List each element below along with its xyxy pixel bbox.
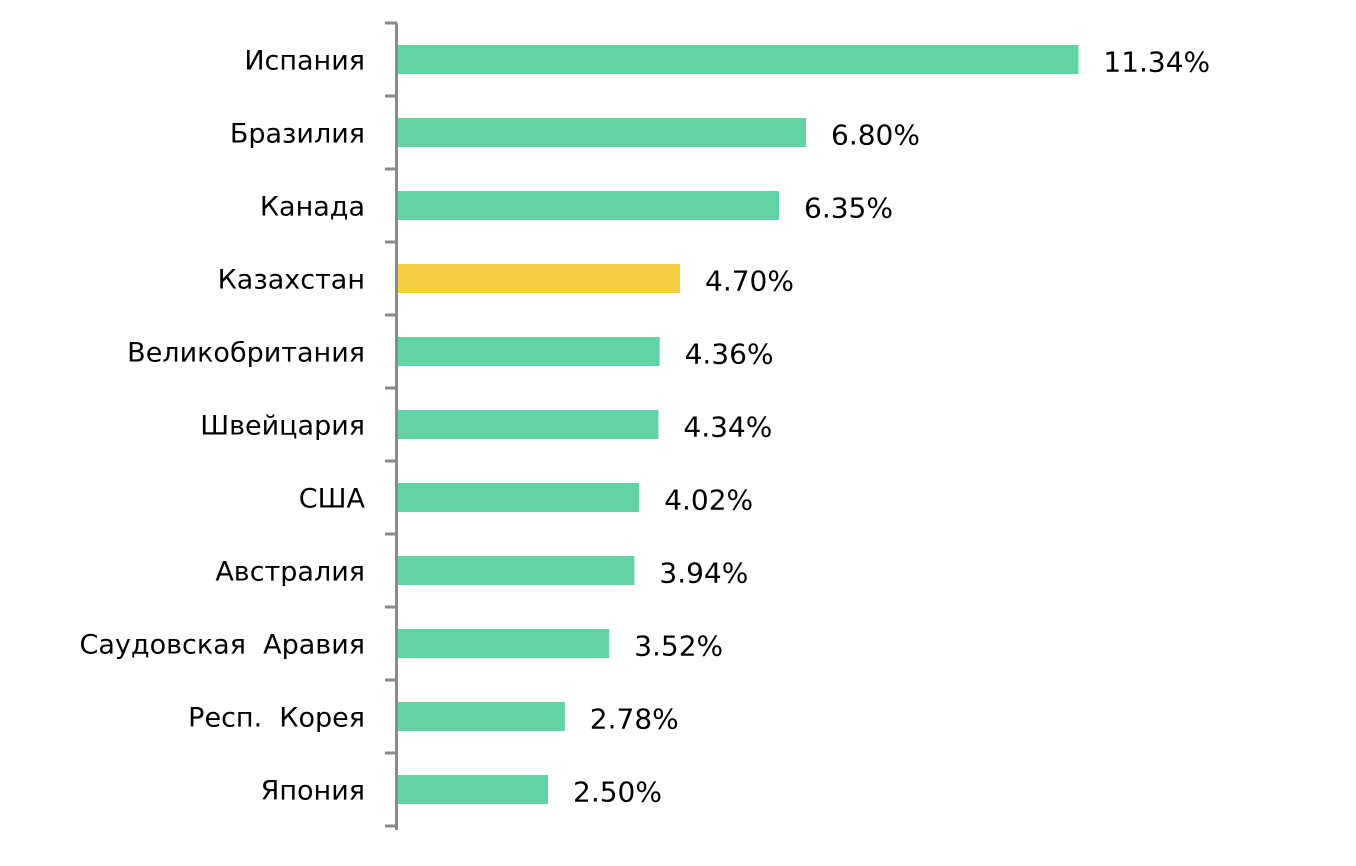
category-label: Респ. Корея xyxy=(188,703,365,734)
data-label: 2.50% xyxy=(573,776,662,809)
bar-9 xyxy=(398,702,565,731)
category-label: Испания xyxy=(244,46,365,77)
bar-7 xyxy=(398,556,635,585)
data-label: 4.34% xyxy=(683,411,772,444)
data-label: 4.70% xyxy=(705,265,794,298)
data-label: 2.78% xyxy=(590,703,679,736)
category-label: Бразилия xyxy=(230,119,365,150)
category-label: Канада xyxy=(260,192,365,223)
data-label: 4.36% xyxy=(685,338,774,371)
category-label: Австралия xyxy=(215,557,365,588)
data-label: 3.94% xyxy=(659,557,748,590)
category-label: Саудовская Аравия xyxy=(80,630,365,661)
bar-4 xyxy=(398,337,660,366)
bar-8 xyxy=(398,629,610,658)
data-label: 4.02% xyxy=(664,484,753,517)
data-label: 3.52% xyxy=(634,630,723,663)
data-label: 6.35% xyxy=(804,192,893,225)
bar-3 xyxy=(398,264,680,293)
category-label: Япония xyxy=(261,776,365,807)
data-label: 11.34% xyxy=(1103,46,1210,79)
bar-5 xyxy=(398,410,659,439)
data-label: 6.80% xyxy=(831,119,920,152)
bar-1 xyxy=(398,118,806,147)
bar-0 xyxy=(398,45,1079,74)
bar-10 xyxy=(398,775,548,804)
category-label: США xyxy=(299,484,366,515)
category-label: Великобритания xyxy=(127,338,365,369)
bar-6 xyxy=(398,483,640,512)
category-label: Казахстан xyxy=(218,265,365,296)
bar-2 xyxy=(398,191,779,220)
category-label: Швейцария xyxy=(200,411,365,442)
